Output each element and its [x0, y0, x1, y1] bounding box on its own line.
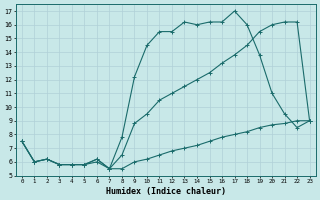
- X-axis label: Humidex (Indice chaleur): Humidex (Indice chaleur): [106, 187, 226, 196]
